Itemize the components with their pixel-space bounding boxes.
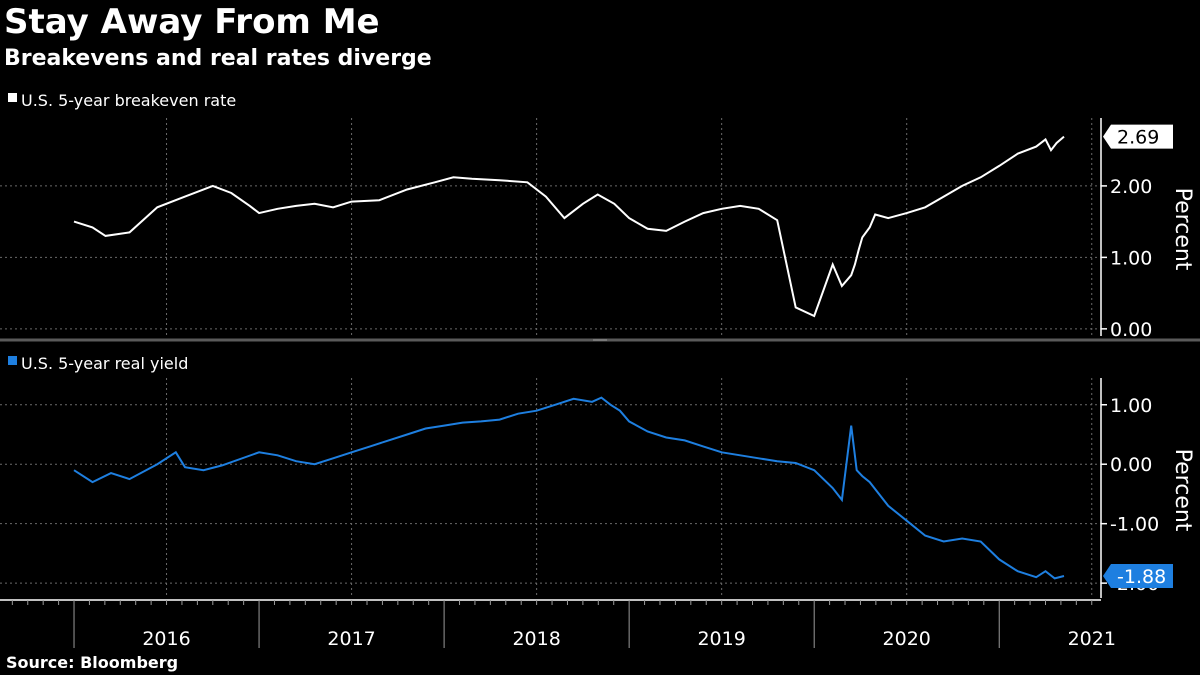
real-yield-legend-swatch	[8, 356, 17, 365]
x-tick-label-2021: 2021	[1068, 628, 1116, 650]
breakeven-y-tick-label: 2.00	[1110, 176, 1152, 198]
breakeven-gridlines	[0, 118, 1101, 336]
real-yield-last-value: -1.88	[1103, 564, 1173, 588]
real-yield-y-tick-label: 1.00	[1110, 395, 1152, 417]
real-yield-last-value-label: -1.88	[1117, 566, 1166, 588]
x-tick-label-2019: 2019	[697, 628, 745, 650]
breakeven-y-ticks: 0.00 1.00 2.00	[1101, 176, 1152, 341]
x-tick-label-2018: 2018	[512, 628, 560, 650]
breakeven-legend-swatch	[8, 93, 17, 102]
real-yield-y-tick-label: 0.00	[1110, 454, 1152, 476]
source-note: Source: Bloomberg	[6, 653, 179, 672]
x-axis: 2016 2017 2018 2019 2020 2021	[0, 599, 1116, 650]
real-yield-legend-label: U.S. 5-year real yield	[21, 354, 188, 373]
breakeven-last-value-label: 2.69	[1117, 127, 1159, 149]
breakeven-y-axis-label: Percent	[1170, 188, 1195, 271]
breakeven-series-line	[73, 135, 1065, 318]
x-tick-label-2020: 2020	[883, 628, 931, 650]
chart-title: Stay Away From Me	[4, 2, 380, 42]
breakeven-last-value: 2.69	[1103, 124, 1173, 149]
chart-subtitle: Breakevens and real rates diverge	[4, 46, 432, 71]
x-tick-label-2017: 2017	[327, 628, 375, 650]
real-yield-gridlines	[0, 378, 1101, 598]
real-yield-panel: U.S. 5-year real yield 1.000.00-1.00-2.0…	[0, 354, 1195, 598]
x-axis-ticks: 2016 2017 2018 2019 2020 2021	[11, 600, 1116, 650]
breakeven-panel: U.S. 5-year breakeven rate 0.001.002.00 …	[0, 91, 1195, 341]
real-yield-y-axis-label: Percent	[1170, 449, 1195, 532]
x-tick-label-2016: 2016	[142, 628, 190, 650]
real-yield-y-tick-label: -1.00	[1110, 514, 1159, 536]
real-yield-last-value-badge	[1103, 564, 1173, 588]
breakeven-legend-label: U.S. 5-year breakeven rate	[21, 91, 236, 110]
breakeven-y-tick-label: 1.00	[1110, 247, 1152, 269]
breakeven-last-value-badge	[1103, 124, 1173, 149]
real-yield-series-line	[73, 396, 1065, 580]
breakeven-y-tick-label: 0.00	[1110, 319, 1152, 341]
